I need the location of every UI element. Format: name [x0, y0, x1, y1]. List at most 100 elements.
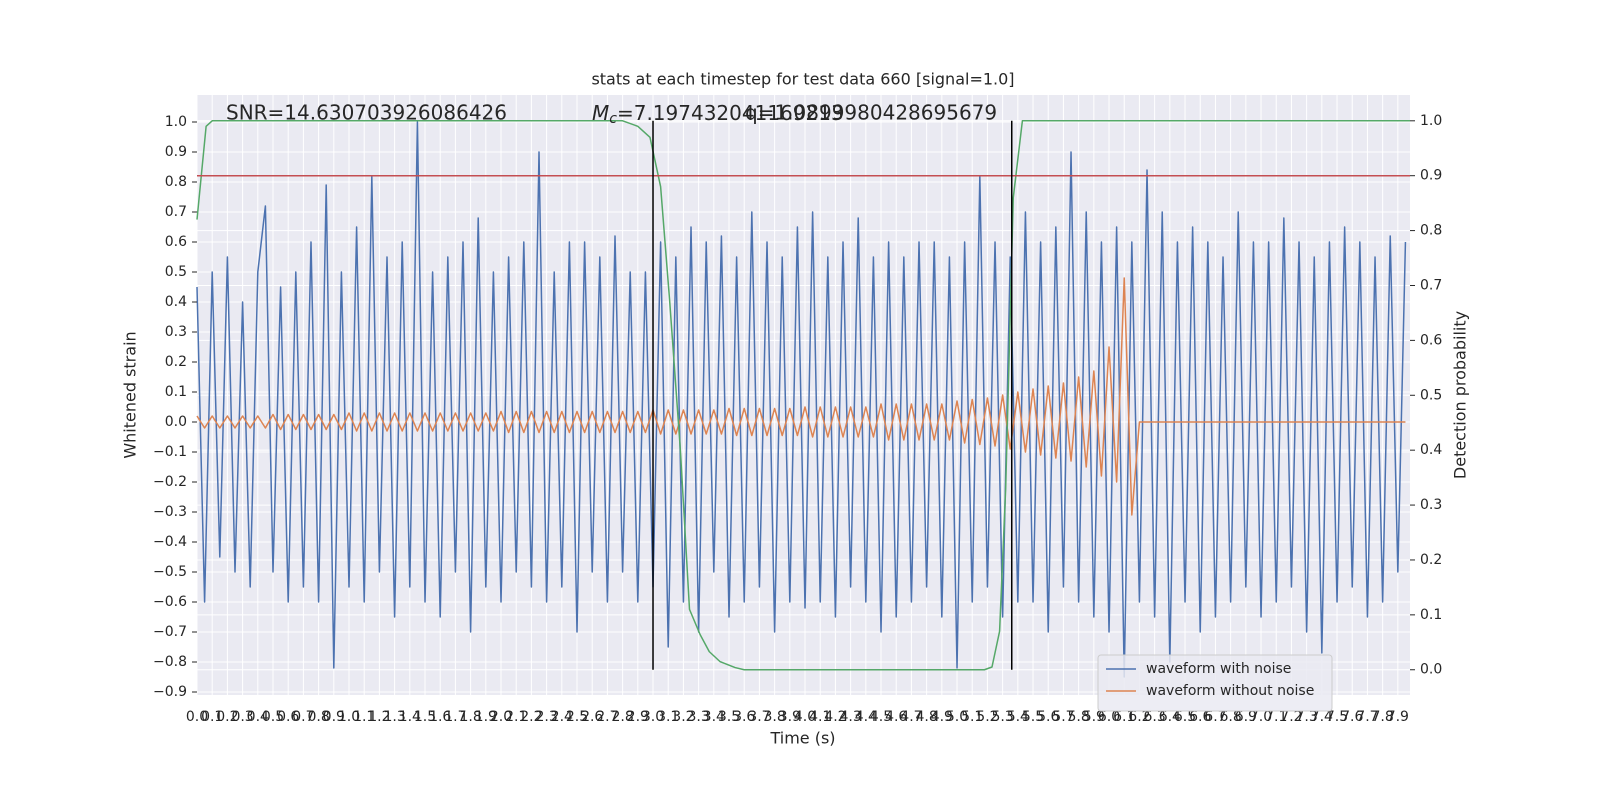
mc-symbol: M — [592, 101, 609, 125]
y-tick-label: 0.6 — [165, 234, 187, 250]
y2-tick-label: 0.2 — [1420, 552, 1442, 568]
x-tick-label: 6.0 — [1098, 709, 1120, 725]
mc-value: =7.197432041169213 — [617, 101, 844, 125]
legend-box — [1097, 654, 1333, 712]
x-tick-label: 4.7 — [900, 709, 922, 725]
x-tick-label: 2.0 — [490, 709, 512, 725]
legend-label: waveform with noise — [1146, 661, 1291, 677]
x-tick-label: 4.2 — [824, 709, 846, 725]
x-tick-label: 7.3 — [1296, 709, 1318, 725]
x-tick-label: 3.4 — [703, 709, 725, 725]
x-tick-label: 2.7 — [596, 709, 618, 725]
x-tick-label: 7.7 — [1356, 709, 1378, 725]
y2-tick-label: 0.8 — [1420, 223, 1442, 239]
x-tick-label: 4.9 — [931, 709, 953, 725]
x-tick-label: 5.7 — [1052, 709, 1074, 725]
x-tick-label: 6.2 — [1128, 709, 1150, 725]
y-tick-label: 0.4 — [165, 294, 187, 310]
x-tick-label: 5.8 — [1067, 709, 1089, 725]
x-tick-label: 6.9 — [1235, 709, 1257, 725]
y-tick-label: −0.1 — [153, 444, 187, 460]
x-tick-label: 5.4 — [1007, 709, 1029, 725]
q-annotation: q=1.0899980428695679 — [745, 101, 997, 125]
y2-tick-label: 0.4 — [1420, 442, 1442, 458]
y-tick-label: −0.5 — [153, 564, 187, 580]
x-tick-label: 5.9 — [1083, 709, 1105, 725]
x-tick-label: 3.6 — [733, 709, 755, 725]
x-tick-label: 2.5 — [566, 709, 588, 725]
x-tick-label: 3.3 — [687, 709, 709, 725]
series-line — [196, 120, 1410, 671]
y-tick-label: −0.7 — [153, 624, 187, 640]
y2-tick-label: 0.7 — [1420, 277, 1442, 293]
x-tick-label: 1.6 — [429, 709, 451, 725]
y-tick-label: −0.2 — [153, 474, 187, 490]
x-tick-label: 5.1 — [961, 709, 983, 725]
mc-annotation: Mc=7.197432041169213 — [592, 101, 844, 128]
x-tick-label: 1.0 — [338, 709, 360, 725]
x-tick-label: 6.3 — [1143, 709, 1165, 725]
x-axis-label: Time (s) — [769, 729, 835, 748]
y-tick-label: 0.5 — [165, 264, 187, 280]
x-tick-label: 4.0 — [794, 709, 816, 725]
x-tick-label: 2.4 — [551, 709, 573, 725]
x-tick-label: 0.1 — [201, 709, 223, 725]
x-tick-label: 3.9 — [779, 709, 801, 725]
x-tick-label: 6.4 — [1159, 709, 1181, 725]
x-tick-label: 0.4 — [247, 709, 269, 725]
series-line — [196, 277, 1406, 516]
x-tick-label: 4.3 — [839, 709, 861, 725]
x-tick-label: 6.7 — [1204, 709, 1226, 725]
x-tick-label: 7.4 — [1311, 709, 1333, 725]
mc-subscript: c — [609, 111, 617, 127]
x-tick-label: 5.0 — [946, 709, 968, 725]
x-tick-label: 7.9 — [1387, 709, 1409, 725]
x-tick-label: 0.7 — [292, 709, 314, 725]
y-tick-label: 0.8 — [165, 174, 187, 190]
x-tick-label: 1.2 — [368, 709, 390, 725]
x-tick-label: 2.3 — [535, 709, 557, 725]
y-tick-label: 1.0 — [165, 114, 187, 130]
y-tick-label: 0.0 — [165, 414, 187, 430]
x-tick-label: 1.1 — [353, 709, 375, 725]
x-tick-label: 5.5 — [1022, 709, 1044, 725]
x-tick-label: 1.3 — [383, 709, 405, 725]
x-tick-label: 0.5 — [262, 709, 284, 725]
x-tick-label: 7.1 — [1265, 709, 1287, 725]
series-line — [196, 121, 1407, 678]
x-tick-label: 5.2 — [976, 709, 998, 725]
x-tick-label: 2.8 — [611, 709, 633, 725]
x-tick-label: 2.9 — [627, 709, 649, 725]
y-tick-label: −0.3 — [153, 504, 187, 520]
x-tick-label: 6.8 — [1220, 709, 1242, 725]
y-tick-label: −0.4 — [153, 534, 187, 550]
y2-tick-label: 1.0 — [1420, 113, 1442, 129]
x-tick-label: 7.2 — [1280, 709, 1302, 725]
x-tick-label: 4.1 — [809, 709, 831, 725]
x-tick-label: 2.6 — [581, 709, 603, 725]
x-tick-label: 3.1 — [657, 709, 679, 725]
x-tick-label: 5.3 — [991, 709, 1013, 725]
x-tick-label: 1.5 — [414, 709, 436, 725]
y-tick-label: −0.8 — [153, 654, 187, 670]
x-tick-label: 7.0 — [1250, 709, 1272, 725]
x-tick-label: 4.4 — [855, 709, 877, 725]
x-tick-label: 0.8 — [307, 709, 329, 725]
chart-title: stats at each timestep for test data 660… — [591, 70, 1014, 89]
x-tick-label: 0.0 — [186, 709, 208, 725]
x-tick-label: 1.8 — [459, 709, 481, 725]
x-tick-label: 7.6 — [1341, 709, 1363, 725]
y-tick-label: 0.7 — [165, 204, 187, 220]
legend-label: waveform without noise — [1146, 683, 1314, 699]
y2-tick-label: 0.6 — [1420, 332, 1442, 348]
y2-tick-label: 0.3 — [1420, 497, 1442, 513]
x-tick-label: 7.5 — [1326, 709, 1348, 725]
y-tick-label: 0.9 — [165, 144, 187, 160]
x-tick-label: 1.9 — [475, 709, 497, 725]
x-tick-label: 2.1 — [505, 709, 527, 725]
x-tick-label: 3.8 — [763, 709, 785, 725]
y-axis-label: Whitened strain — [121, 331, 140, 458]
y-tick-label: 0.3 — [165, 324, 187, 340]
x-tick-label: 3.2 — [672, 709, 694, 725]
